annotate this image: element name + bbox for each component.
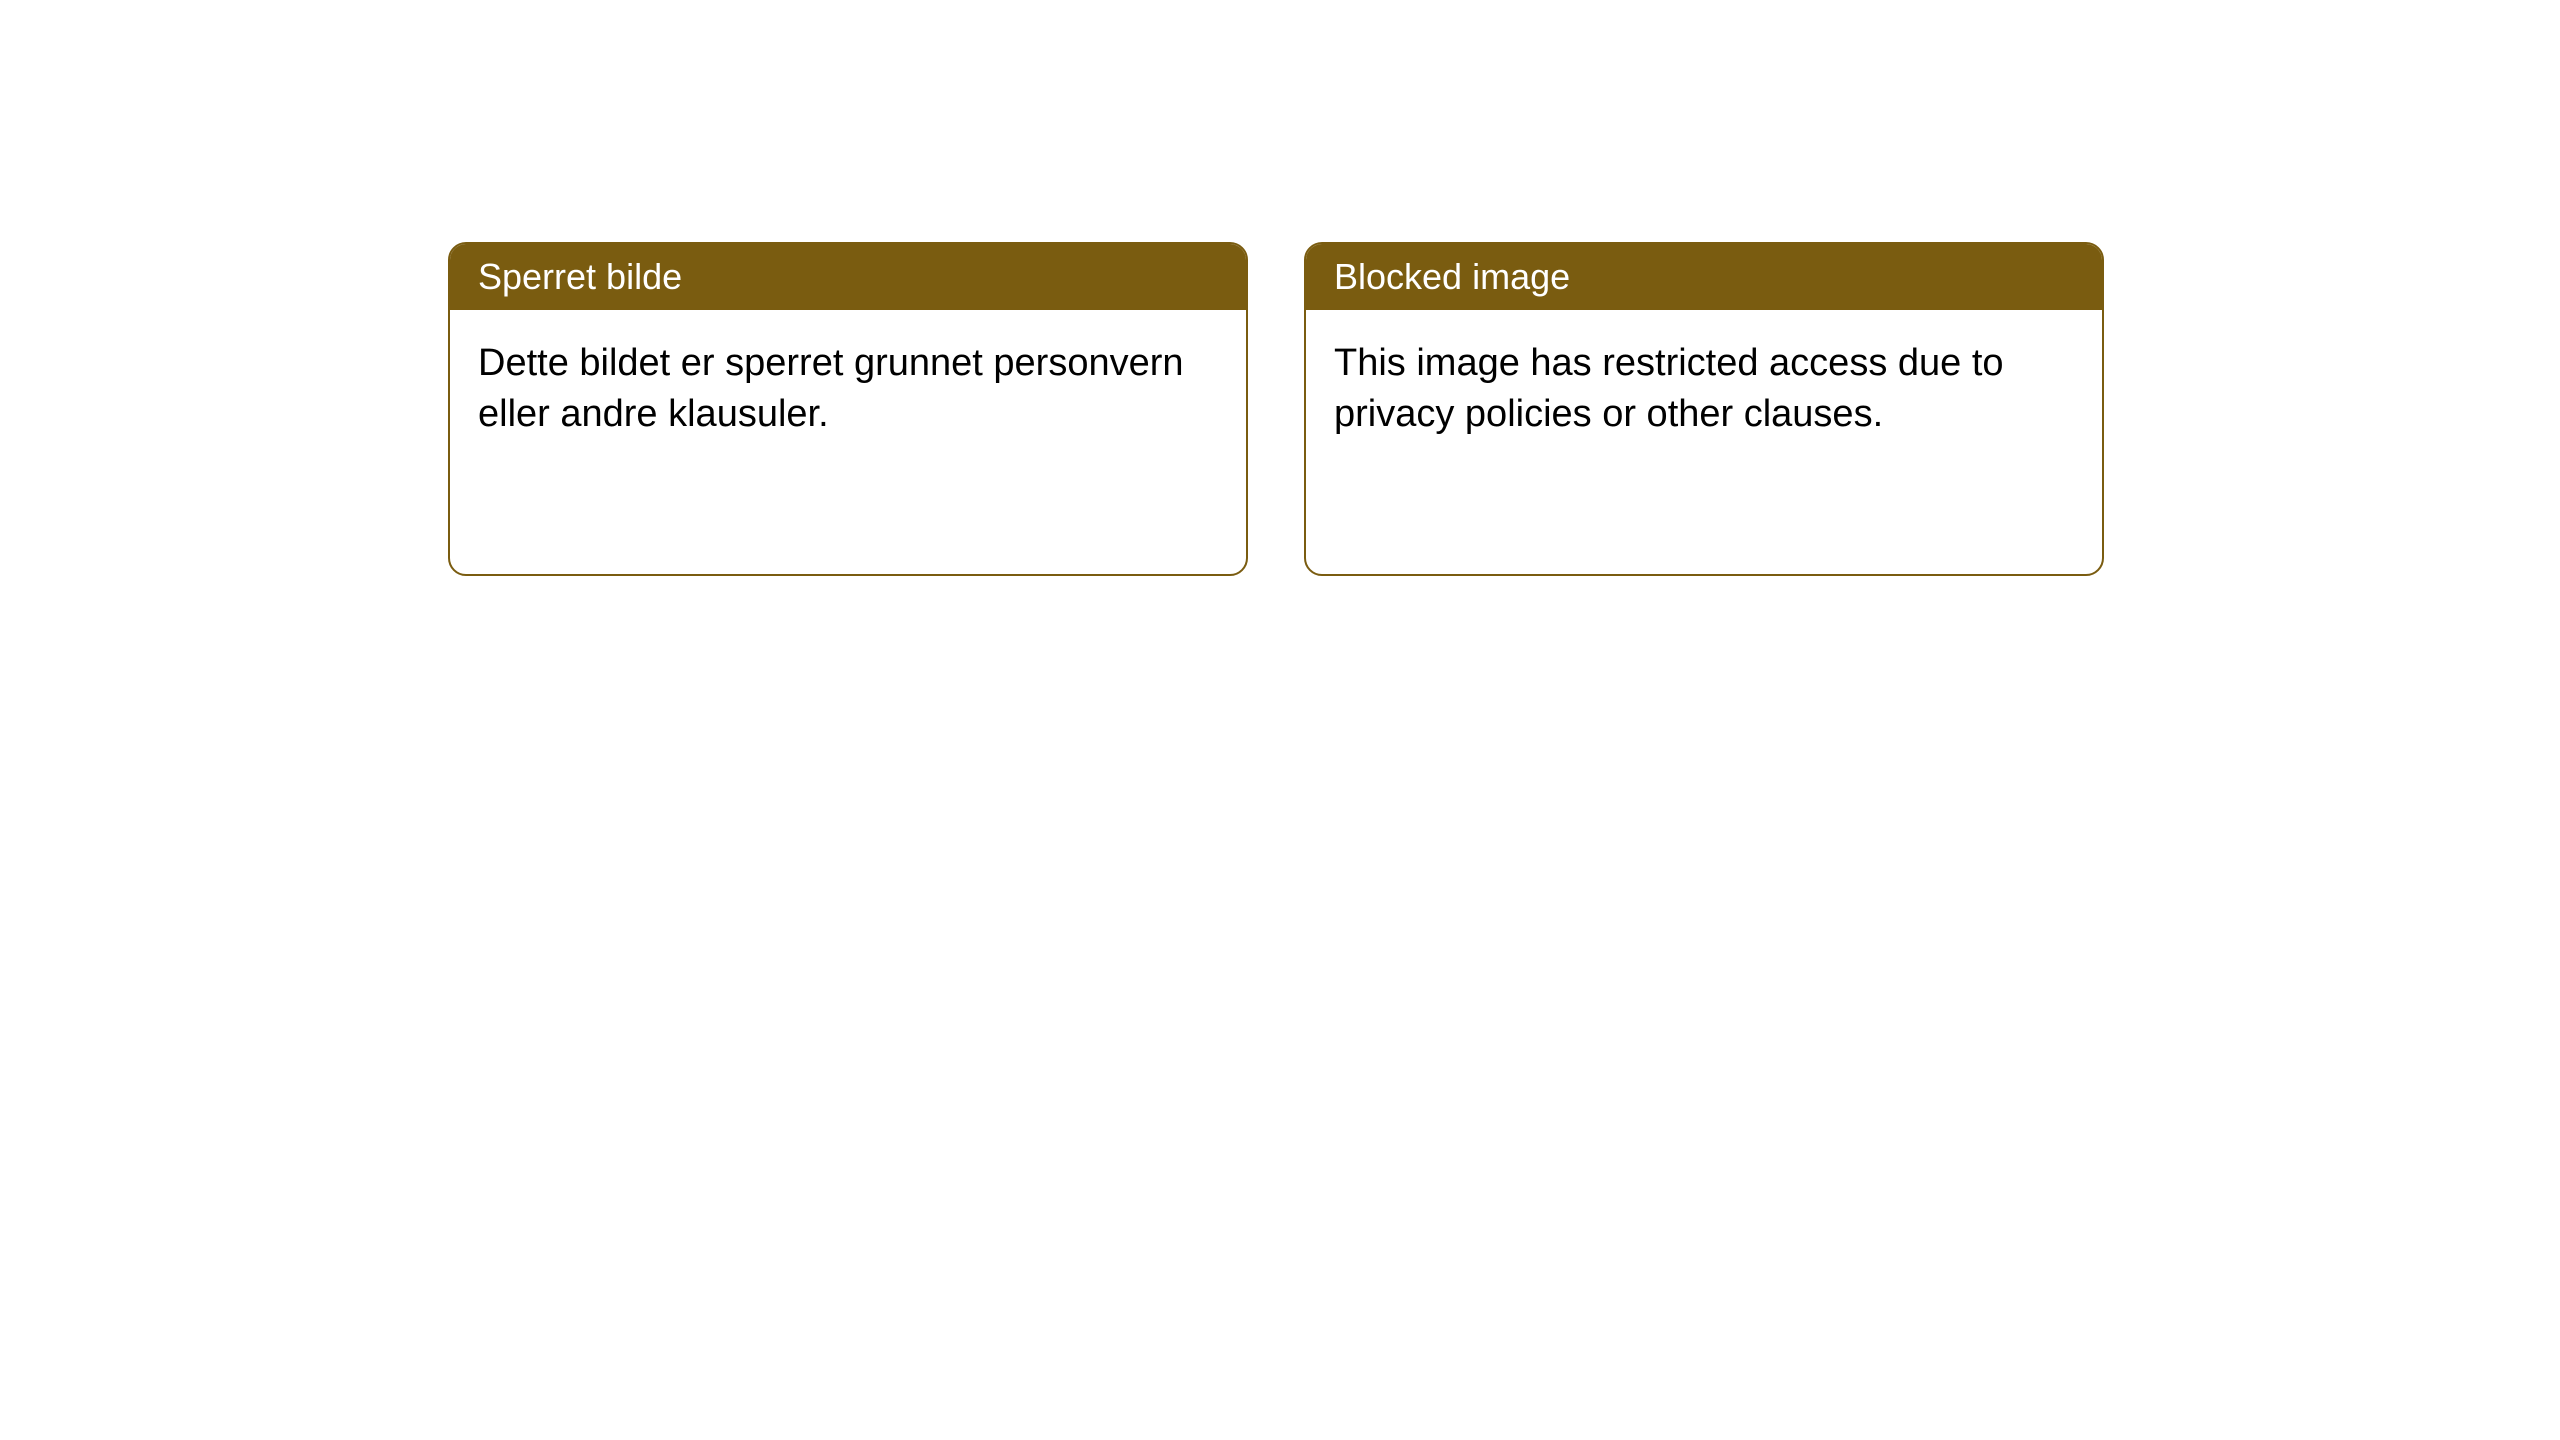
notice-body-norwegian: Dette bildet er sperret grunnet personve… (450, 310, 1246, 469)
notice-text: This image has restricted access due to … (1334, 342, 2004, 435)
notice-header-norwegian: Sperret bilde (450, 244, 1246, 310)
notice-header-english: Blocked image (1306, 244, 2102, 310)
notice-card-norwegian: Sperret bilde Dette bildet er sperret gr… (448, 242, 1248, 576)
notice-card-english: Blocked image This image has restricted … (1304, 242, 2104, 576)
notice-text: Dette bildet er sperret grunnet personve… (478, 342, 1184, 435)
notice-container: Sperret bilde Dette bildet er sperret gr… (0, 0, 2560, 576)
notice-body-english: This image has restricted access due to … (1306, 310, 2102, 469)
notice-title: Blocked image (1334, 256, 1570, 297)
notice-title: Sperret bilde (478, 256, 682, 297)
